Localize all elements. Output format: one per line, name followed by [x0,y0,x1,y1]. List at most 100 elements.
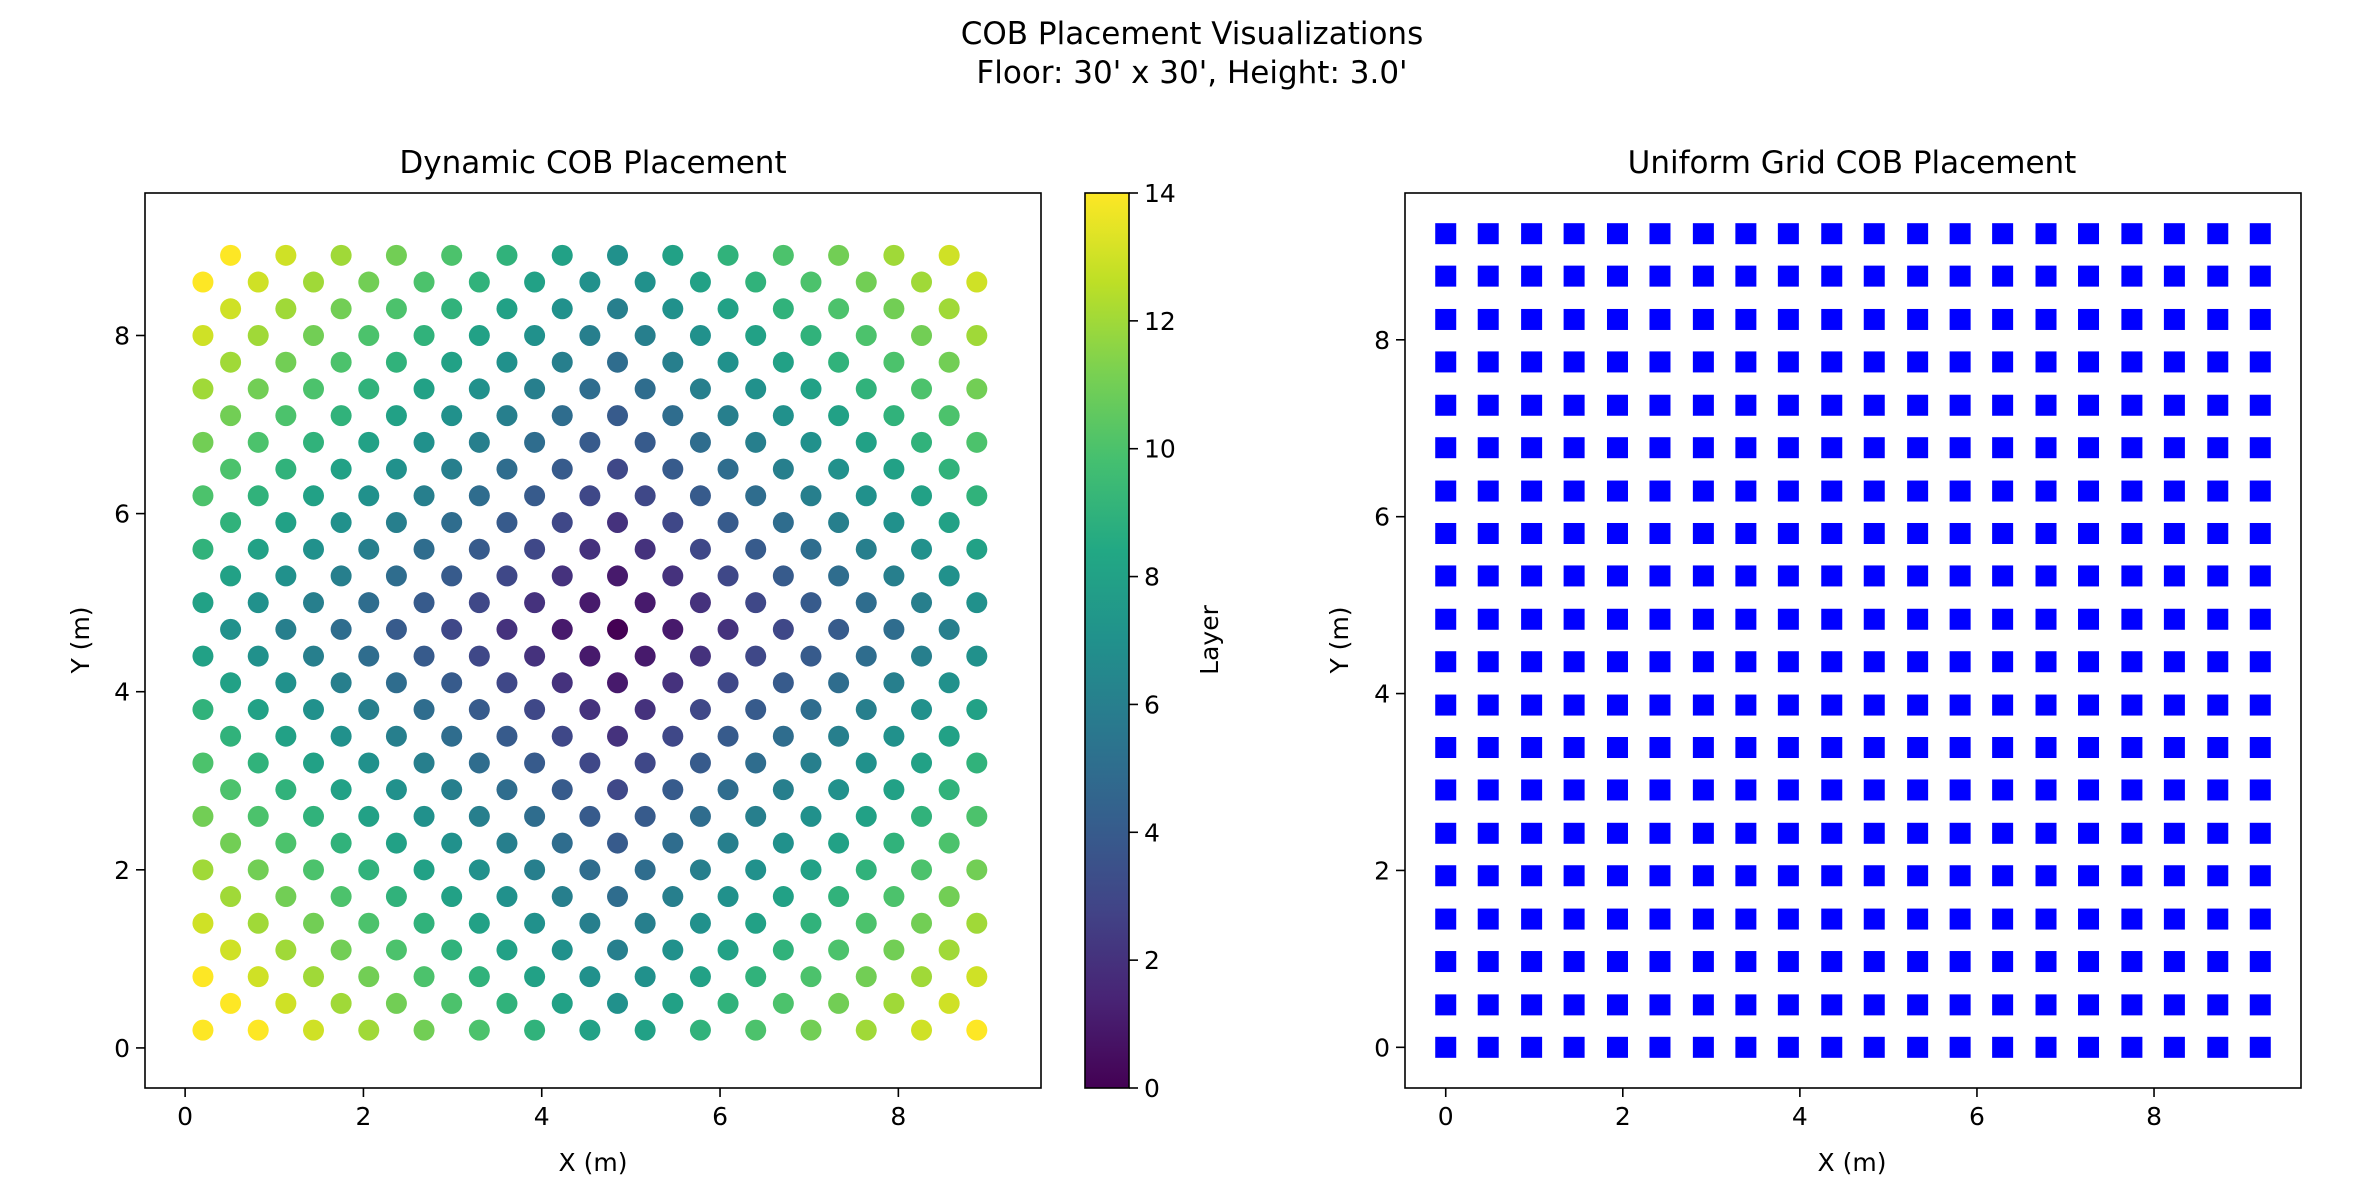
uniform-cob-point [1435,865,1457,887]
dynamic-cob-point [192,485,214,507]
dynamic-cob-point [745,431,767,453]
dynamic-cob-point [579,859,601,881]
uniform-cob-point [1692,994,1714,1016]
dynamic-cob-point [551,244,573,266]
figure-title-line1: COB Placement Visualizations [961,16,1423,52]
dynamic-cob-point [358,1019,380,1041]
uniform-cob-point [2207,351,2229,373]
uniform-cob-point [1435,779,1457,801]
uniform-cob-point [1649,651,1671,673]
uniform-cob-point [1992,651,2014,673]
uniform-cob-point [1777,522,1799,544]
uniform-cob-point [2121,565,2143,587]
uniform-cob-point [1992,480,2014,502]
dynamic-cob-point [468,378,490,400]
dynamic-cob-point [855,805,877,827]
dynamic-cob-point [855,485,877,507]
dynamic-cob-point [385,512,407,534]
dynamic-cob-point [828,832,850,854]
uniform-cob-point [1992,1036,2014,1058]
uniform-cob-point [1563,737,1585,759]
uniform-cob-point [2249,522,2271,544]
uniform-cob-point [2249,651,2271,673]
dynamic-cob-point [551,779,573,801]
dynamic-cob-point [607,992,629,1014]
dynamic-cob-point [441,725,463,747]
dynamic-cob-point [524,1019,546,1041]
uniform-cob-point [1606,694,1628,716]
dynamic-cob-point [496,512,518,534]
uniform-cob-point [1735,223,1757,245]
uniform-y-label: Y (m) [1325,606,1354,674]
dynamic-cob-point [745,699,767,721]
dynamic-cob-point [800,912,822,934]
uniform-cob-point [2163,822,2185,844]
uniform-cob-point [1606,865,1628,887]
uniform-cob-point [2078,779,2100,801]
dynamic-cob-point [192,752,214,774]
uniform-cob-point [1649,779,1671,801]
uniform-cob-point [1777,223,1799,245]
dynamic-cob-point [468,805,490,827]
dynamic-cob-point [551,458,573,480]
dynamic-cob-point [247,1019,269,1041]
dynamic-cob-point [634,485,656,507]
uniform-cob-point [1907,608,1929,630]
uniform-y-tick-label: 0 [1374,1033,1390,1062]
uniform-cob-point [1777,694,1799,716]
uniform-cob-point [1521,779,1543,801]
uniform-cob-point [1521,394,1543,416]
uniform-cob-point [2078,737,2100,759]
uniform-cob-point [1992,265,2014,287]
dynamic-cob-point [828,992,850,1014]
uniform-cob-point [1735,651,1757,673]
uniform-cob-point [1992,694,2014,716]
dynamic-cob-point [855,912,877,934]
dynamic-y-tick-label: 0 [114,1034,130,1063]
uniform-cob-point [1863,694,1885,716]
uniform-cob-point [1649,223,1671,245]
dynamic-cob-point [938,618,960,640]
dynamic-cob-point [607,779,629,801]
uniform-cob-point [2078,565,2100,587]
uniform-cob-point [2035,522,2057,544]
dynamic-y-tick-label: 6 [114,500,130,529]
dynamic-cob-point [303,805,325,827]
uniform-cob-point [1735,565,1757,587]
uniform-cob-point [1949,737,1971,759]
dynamic-cob-point [358,859,380,881]
uniform-chart-title: Uniform Grid COB Placement [1628,145,2077,181]
dynamic-cob-point [689,859,711,881]
uniform-cob-point [1821,480,1843,502]
dynamic-cob-point [883,565,905,587]
uniform-cob-point [2163,694,2185,716]
uniform-cob-point [1477,608,1499,630]
dynamic-cob-point [689,324,711,346]
dynamic-cob-point [828,458,850,480]
dynamic-cob-point [717,565,739,587]
dynamic-cob-point [634,859,656,881]
dynamic-cob-point [607,351,629,373]
uniform-cob-point [1521,994,1543,1016]
uniform-cob-point [1477,265,1499,287]
uniform-cob-point [2121,223,2143,245]
dynamic-cob-point [662,458,684,480]
dynamic-cob-point [358,538,380,560]
dynamic-cob-point [247,592,269,614]
dynamic-cob-point [662,244,684,266]
colorbar-tick-label: 2 [1144,946,1160,975]
uniform-cob-point [1649,351,1671,373]
dynamic-cob-point [911,538,933,560]
uniform-cob-point [1521,265,1543,287]
dynamic-cob-point [966,859,988,881]
uniform-cob-point [2121,308,2143,330]
dynamic-cob-point [220,832,242,854]
uniform-cob-point [1477,865,1499,887]
uniform-cob-point [2207,779,2229,801]
dynamic-cob-point [579,485,601,507]
uniform-cob-point [1477,994,1499,1016]
uniform-cob-point [2163,223,2185,245]
dynamic-cob-point [330,244,352,266]
dynamic-cob-point [579,1019,601,1041]
dynamic-cob-point [468,324,490,346]
